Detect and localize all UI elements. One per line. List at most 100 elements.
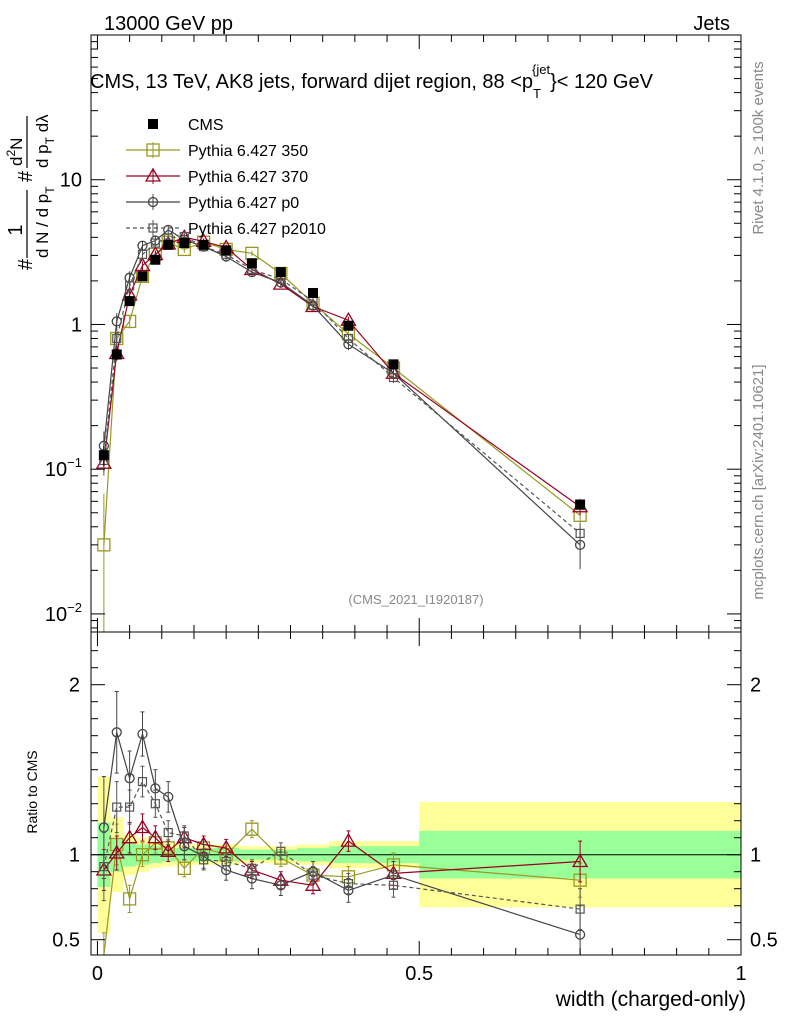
analysis-tag: (CMS_2021_I1920187): [348, 592, 483, 607]
legend-item-p350: Pythia 6.427 350: [126, 142, 308, 160]
ratio-point-p2010: [388, 880, 399, 890]
main-y-tick-base: 10: [60, 170, 82, 192]
x-axis-label: width (charged-only): [555, 988, 746, 1011]
ratio-point-p370: [147, 829, 164, 844]
ratio-point-p370: [160, 843, 177, 857]
ratio-point-p370: [571, 853, 589, 868]
series-cms: [98, 238, 586, 510]
ratio-plot-content: [91, 691, 741, 956]
ratio-point-p2010: [276, 846, 286, 856]
ylabel-frac2-num-a: d: [7, 157, 26, 166]
cms-point: [198, 239, 209, 250]
main-y-tick-label: 10−2: [45, 600, 82, 626]
ratio-y-tick-label-right: 2: [750, 675, 761, 697]
cms-point: [575, 499, 586, 510]
ratio-point-p350: [245, 822, 259, 836]
ylabel-frac1-den-sub: T: [43, 186, 57, 194]
legend-marker-cms: [148, 119, 158, 129]
ratio-point-p370: [134, 819, 151, 834]
main-y-tick-base: 10: [45, 604, 67, 626]
series-p2010: [99, 231, 585, 546]
cms-point: [388, 359, 399, 370]
series-point-p2010: [150, 238, 160, 248]
series-p0: [98, 224, 586, 570]
chart-title-sup: {jet: [532, 62, 550, 77]
ratio-axes: 0 0.5 10.5 0.51 12 2: [52, 632, 778, 985]
header-left: 13000 GeV pp: [104, 13, 233, 35]
ratio-point-p2010: [99, 861, 109, 872]
legend-item-p0: Pythia 6.427 p0: [126, 194, 299, 212]
cms-point: [343, 320, 354, 331]
ratio-point-p2010: [150, 799, 160, 809]
cms-point: [111, 349, 122, 360]
legend: CMS Pythia 6.427 350 Pythia 6.427 370 Pythi…: [126, 117, 326, 238]
cms-point: [137, 271, 148, 282]
ratio-point-p2010: [247, 863, 257, 873]
ratio-point-p0: [111, 727, 122, 738]
series-point-p2010: [125, 281, 135, 291]
ratio-frame: [90, 631, 742, 956]
ratio-point-p2010: [199, 855, 209, 865]
ylabel-frac1-den-a: d N / d p: [33, 194, 52, 258]
series-p350: [97, 235, 587, 632]
ratio-point-p2010: [137, 776, 148, 787]
legend-marker-p2010: [148, 223, 158, 233]
ylabel-frac2-num: d2N: [4, 138, 26, 166]
ylabel-frac2-den: d pT dλ: [33, 114, 57, 168]
main-y-tick-label: 10−1: [45, 455, 82, 481]
ratio-point-p2010: [163, 827, 173, 838]
ratio-point-p350: [177, 861, 191, 875]
ratio-point-p0: [275, 880, 287, 891]
series-p370: [95, 229, 589, 516]
ratio-y-tick-label-left: 1: [69, 845, 80, 867]
chart-title-main: CMS, 13 TeV, AK8 jets, forward dijet reg…: [90, 71, 522, 93]
ratio-point-p2010: [308, 870, 318, 880]
legend-marker-p370: [144, 167, 162, 182]
ratio-point-p0: [163, 791, 174, 803]
ratio-panel: 0 0.5 10.5 0.51 12 2: [52, 631, 778, 985]
cms-point: [124, 296, 135, 307]
mcplots-label: mcplots.cern.ch [arXiv:2401.10621]: [750, 364, 767, 599]
cms-point: [308, 287, 319, 298]
ratio-point-p2010: [221, 856, 231, 867]
main-y-tick-base: 10: [45, 459, 67, 481]
y-axis-label-main: # 1 d N / d pT # d2N d pT dλ: [4, 114, 57, 270]
ylabel-hash-2: #: [15, 170, 37, 182]
main-y-tick-base: 1: [71, 314, 82, 336]
cms-point: [179, 238, 190, 249]
ratio-point-p2010: [343, 878, 354, 889]
ylabel-frac2-den-a: d p: [33, 144, 52, 168]
series-line-p350: [103, 241, 581, 545]
legend-label-p370: Pythia 6.427 370: [188, 169, 308, 186]
cms-point: [150, 254, 161, 265]
ratio-y-tick-label-right: 1: [750, 845, 761, 867]
main-plot-content: [95, 224, 589, 632]
chart-title-sub: T: [533, 86, 541, 101]
legend-label-cms: CMS: [188, 117, 224, 134]
ratio-point-p370: [304, 877, 322, 891]
ratio-point-p2010: [112, 802, 122, 812]
ratio-y-tick-label-left: 2: [69, 675, 80, 697]
series-point-p370: [134, 257, 151, 272]
legend-item-p2010: Pythia 6.427 p2010: [126, 220, 326, 238]
main-y-tick-label: 1: [71, 314, 82, 336]
legend-label-p350: Pythia 6.427 350: [188, 143, 308, 160]
series-line-p370: [103, 236, 581, 508]
chart-title: CMS, 13 TeV, AK8 jets, forward dijet reg…: [90, 62, 654, 101]
ratio-y-tick-label-right: 0.5: [750, 930, 778, 952]
ratio-point-p2010: [125, 802, 135, 812]
legend-marker-p350: [146, 143, 160, 157]
main-y-tick-exp: −2: [67, 600, 82, 615]
chart-title-p: p: [522, 71, 533, 93]
header-right: Jets: [693, 13, 730, 35]
ratio-point-p0: [124, 773, 135, 784]
ratio-point-p0: [574, 929, 586, 940]
x-tick-label: 0.5: [405, 963, 433, 985]
ratio-point-p370: [121, 829, 138, 844]
ratio-point-p2010: [179, 831, 189, 841]
y-axis-label-ratio: Ratio to CMS: [24, 750, 40, 833]
cms-point: [98, 450, 109, 461]
ylabel-frac1-num: 1: [5, 224, 27, 235]
